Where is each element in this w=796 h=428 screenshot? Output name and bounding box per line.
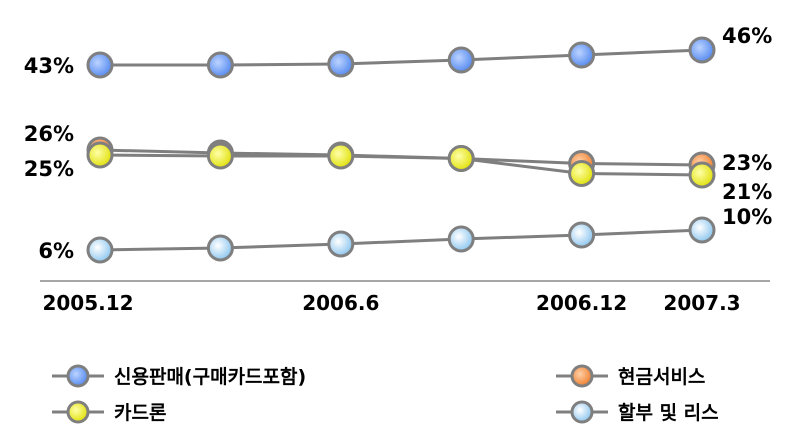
legend-item-2: 카드론 [52, 400, 166, 424]
series-1-end-label: 23% [722, 151, 772, 175]
series-3-point-4 [568, 221, 596, 249]
series-3-point-5 [688, 216, 716, 244]
series-2-line [99, 153, 703, 177]
series-2-point-1 [206, 142, 234, 170]
series-3-line [99, 228, 703, 252]
series-0-point-3 [447, 46, 475, 74]
series-0-end-label: 46% [722, 24, 772, 48]
legend-marker-0 [66, 364, 90, 388]
legend-label-2: 카드론 [114, 402, 166, 424]
x-tick-label-1: 2006.6 [302, 291, 379, 315]
legend-marker-2 [66, 400, 90, 424]
series-3-point-0 [86, 236, 114, 264]
x-tick-label-2: 2006.12 [536, 291, 627, 315]
label-layer: 43% 46% 26% 23% 25% 21% 6% 10% [24, 24, 773, 263]
series-3-point-2 [327, 230, 355, 258]
x-tick-layer: 2005.12 2006.6 2006.12 2007.3 [42, 291, 740, 315]
legend-label-1: 현금서비스 [618, 366, 705, 388]
legend-marker-3 [570, 400, 594, 424]
series-0-start-label: 43% [24, 54, 74, 78]
series-0-line [100, 48, 703, 67]
legend-marker-1 [570, 364, 594, 388]
series-3-end-label: 10% [722, 205, 772, 229]
series-0-point-4 [568, 41, 596, 69]
legend-item-3: 할부 및 리스 [556, 400, 719, 424]
series-2-start-label: 25% [24, 157, 74, 181]
legend-label-3: 할부 및 리스 [618, 401, 719, 424]
series-2-point-4 [568, 160, 596, 187]
x-tick-label-3: 2007.3 [663, 291, 740, 315]
series-0-point-2 [327, 50, 355, 78]
series-2-point-3 [447, 145, 475, 172]
series-0-point-0 [86, 51, 114, 79]
series-0-point-1 [206, 51, 234, 79]
series-2-point-0 [86, 141, 114, 169]
x-tick-label-0: 2005.12 [42, 291, 133, 315]
legend-item-0: 신용판매(구매카드포함) [52, 364, 306, 388]
series-3-start-label: 6% [38, 239, 74, 263]
series-3-point-1 [206, 234, 234, 262]
series-2-end-label: 21% [722, 180, 772, 204]
series-1-start-label: 26% [24, 122, 74, 146]
series-3-point-3 [447, 225, 475, 253]
legend-item-1: 현금서비스 [556, 364, 705, 388]
series-2-point-2 [327, 142, 355, 170]
legend-label-0: 신용판매(구매카드포함) [114, 366, 306, 388]
series-0-point-5 [688, 36, 716, 64]
series-2-point-5 [688, 161, 716, 189]
series-layer [86, 36, 716, 264]
